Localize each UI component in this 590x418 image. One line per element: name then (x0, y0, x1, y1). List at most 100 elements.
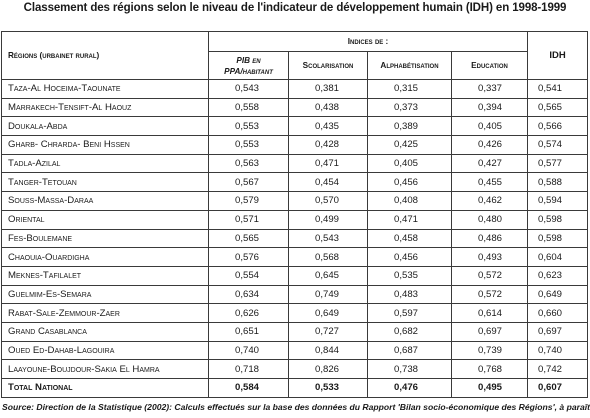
scolarisation-cell: 0,568 (288, 247, 368, 267)
table-row: Taza-Al Hoceima-Taounate 0,543 0,381 0,315 0… (1, 79, 588, 99)
region-cell: Guelmim-Es-Semara (1, 284, 209, 305)
education-cell: 0,697 (451, 321, 528, 342)
scolarisation-cell: 0,826 (288, 359, 368, 379)
alphabetisation-cell: 0,389 (367, 116, 452, 137)
idh-cell: 0,697 (527, 321, 588, 342)
idh-cell: 0,598 (527, 209, 588, 230)
table-row: Tadla-Azilal 0,563 0,471 0,405 0,427 0,577 (1, 153, 588, 174)
pib-cell: 0,579 (208, 191, 289, 211)
idh-cell: 0,742 (527, 359, 588, 379)
idh-cell: 0,598 (527, 228, 588, 249)
pib-cell: 0,626 (208, 303, 289, 323)
scolarisation-cell: 0,438 (288, 97, 368, 118)
region-cell: Souss-Massa-Daraa (1, 191, 209, 211)
header-pib-line1: PIB en (236, 55, 261, 65)
table-row: Gharb- Chrarda- Beni Hssen 0,553 0,428 0,42… (1, 135, 588, 155)
pib-cell: 0,651 (208, 321, 289, 342)
alphabetisation-cell: 0,483 (367, 284, 452, 305)
education-cell: 0,405 (451, 116, 528, 137)
region-cell: Rabat-Sale-Zemmour-Zaer (1, 303, 209, 323)
education-cell: 0,486 (451, 228, 528, 249)
pib-cell: 0,563 (208, 153, 289, 174)
idh-cell: 0,740 (527, 340, 588, 361)
pib-cell: 0,558 (208, 97, 289, 118)
education-cell: 0,739 (451, 340, 528, 361)
education-cell: 0,394 (451, 97, 528, 118)
alphabetisation-cell: 0,471 (367, 209, 452, 230)
region-cell: Grand Casablanca (1, 321, 209, 342)
table-row: Oriental 0,571 0,499 0,471 0,480 0,598 (1, 209, 588, 230)
table-row: Grand Casablanca 0,651 0,727 0,682 0,697 0,69… (1, 321, 588, 342)
pib-cell: 0,554 (208, 265, 289, 286)
scolarisation-cell: 0,428 (288, 135, 368, 155)
pib-cell: 0,553 (208, 116, 289, 137)
scolarisation-cell: 0,435 (288, 116, 368, 137)
table-row: Souss-Massa-Daraa 0,579 0,570 0,408 0,462 0,5… (1, 191, 588, 211)
idh-cell: 0,594 (527, 191, 588, 211)
scolarisation-cell: 0,649 (288, 303, 368, 323)
alphabetisation-cell: 0,597 (367, 303, 452, 323)
region-cell: Fes-Boulemane (1, 228, 209, 249)
pib-cell: 0,543 (208, 79, 289, 99)
scolarisation-cell: 0,570 (288, 191, 368, 211)
idh-cell: 0,541 (527, 79, 588, 99)
idh-cell: 0,565 (527, 97, 588, 118)
idh-cell: 0,604 (527, 247, 588, 267)
header-pib-line2: PPA/habitant (224, 66, 273, 76)
region-cell: Tadla-Azilal (1, 153, 209, 174)
scolarisation-cell: 0,381 (288, 79, 368, 99)
header-idh: IDH (527, 31, 588, 80)
education-cell: 0,768 (451, 359, 528, 379)
scolarisation-cell: 0,645 (288, 265, 368, 286)
education-cell: 0,614 (451, 303, 528, 323)
region-cell: Total National (1, 378, 209, 398)
alphabetisation-cell: 0,687 (367, 340, 452, 361)
scolarisation-cell: 0,844 (288, 340, 368, 361)
alphabetisation-cell: 0,315 (367, 79, 452, 99)
scolarisation-cell: 0,533 (288, 378, 368, 398)
alphabetisation-cell: 0,535 (367, 265, 452, 286)
header-education: Education (451, 51, 528, 80)
idh-table: Régions (urbainet rural) Indices de : ID… (1, 31, 588, 398)
table-row: Marrakech-Tensift-Al Haouz 0,558 0,438 0,37… (1, 97, 588, 118)
table-row: Rabat-Sale-Zemmour-Zaer 0,626 0,649 0,597 0,… (1, 303, 588, 323)
idh-cell: 0,649 (527, 284, 588, 305)
pib-cell: 0,740 (208, 340, 289, 361)
education-cell: 0,337 (451, 79, 528, 99)
total-row: Total National 0,584 0,533 0,476 0,495 0,607 (1, 378, 588, 398)
source-note: Source: Direction de la Statistique (200… (2, 402, 590, 412)
idh-cell: 0,660 (527, 303, 588, 323)
idh-cell: 0,574 (527, 135, 588, 155)
education-cell: 0,572 (451, 284, 528, 305)
education-cell: 0,455 (451, 172, 528, 193)
education-cell: 0,462 (451, 191, 528, 211)
pib-cell: 0,553 (208, 135, 289, 155)
education-cell: 0,480 (451, 209, 528, 230)
header-pib: PIB en PPA/habitant (208, 51, 289, 80)
table-row: Oued Ed-Dahab-Lagouira 0,740 0,844 0,687 0,7… (1, 340, 588, 361)
alphabetisation-cell: 0,425 (367, 135, 452, 155)
alphabetisation-cell: 0,405 (367, 153, 452, 174)
pib-cell: 0,571 (208, 209, 289, 230)
header-region: Régions (urbainet rural) (1, 31, 209, 80)
alphabetisation-cell: 0,682 (367, 321, 452, 342)
alphabetisation-cell: 0,373 (367, 97, 452, 118)
idh-cell: 0,607 (527, 378, 588, 398)
idh-cell: 0,566 (527, 116, 588, 137)
region-cell: Gharb- Chrarda- Beni Hssen (1, 135, 209, 155)
region-cell: Tanger-Tetouan (1, 172, 209, 193)
region-cell: Taza-Al Hoceima-Taounate (1, 79, 209, 99)
header-alphabetisation: Alphabétisation (367, 51, 452, 80)
scolarisation-cell: 0,471 (288, 153, 368, 174)
pib-cell: 0,576 (208, 247, 289, 267)
region-cell: Laayoune-Boujdour-Sakia El Hamra (1, 359, 209, 379)
table-row: Guelmim-Es-Semara 0,634 0,749 0,483 0,572 0,6… (1, 284, 588, 305)
education-cell: 0,427 (451, 153, 528, 174)
scolarisation-cell: 0,499 (288, 209, 368, 230)
pib-cell: 0,718 (208, 359, 289, 379)
idh-cell: 0,588 (527, 172, 588, 193)
table-row: Tanger-Tetouan 0,567 0,454 0,456 0,455 0,588 (1, 172, 588, 193)
education-cell: 0,493 (451, 247, 528, 267)
pib-cell: 0,634 (208, 284, 289, 305)
pib-cell: 0,567 (208, 172, 289, 193)
